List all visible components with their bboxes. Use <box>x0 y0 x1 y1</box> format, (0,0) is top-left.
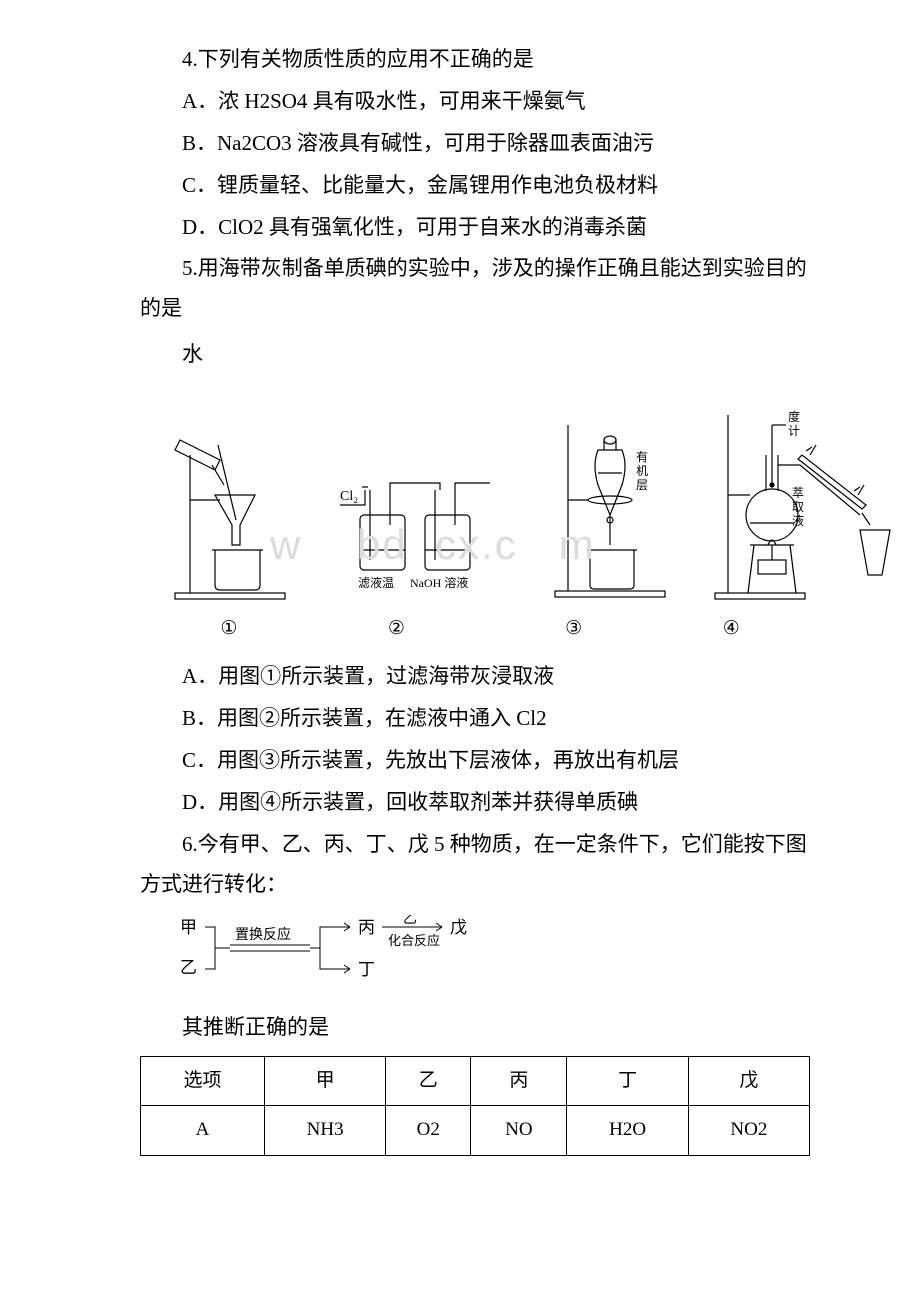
svg-text:取: 取 <box>792 500 804 514</box>
svg-text:丙: 丙 <box>358 918 375 937</box>
tdA-2: O2 <box>386 1106 471 1155</box>
num-1: ① <box>160 611 298 647</box>
tdA-0: A <box>141 1106 265 1155</box>
svg-text:液: 液 <box>792 513 804 528</box>
q5-option-a: A．用图①所示装置，过滤海带灰浸取液 <box>140 657 810 697</box>
q4-stem: 4.下列有关物质性质的应用不正确的是 <box>140 40 810 80</box>
svg-text:有: 有 <box>636 450 648 464</box>
svg-text:萃: 萃 <box>792 486 804 500</box>
th-4: 丁 <box>567 1057 688 1106</box>
tdA-3: NO <box>471 1106 567 1155</box>
q4-option-c: C．锂质量轻、比能量大，金属锂用作电池负极材料 <box>140 166 810 206</box>
q5-diagram-4: 度 计 <box>710 395 920 605</box>
q4-option-a: A．浓 H2SO4 具有吸水性，可用来干燥氨气 <box>140 82 810 122</box>
q5-option-c: C．用图③所示装置，先放出下层液体，再放出有机层 <box>140 741 810 781</box>
d2-label-a: 滤液温 <box>358 575 394 590</box>
q6-table: 选项 甲 乙 丙 丁 戊 A NH3 O2 NO H2O NO2 <box>140 1056 810 1155</box>
tdA-5: NO2 <box>688 1106 809 1155</box>
svg-text:度: 度 <box>788 409 800 424</box>
num-4: ④ <box>652 611 810 647</box>
th-5: 戊 <box>688 1057 809 1106</box>
flow-jia: 甲 <box>180 918 197 937</box>
svg-text:乙: 乙 <box>403 915 417 927</box>
q5-shui: 水 <box>140 335 810 375</box>
svg-text:戊: 戊 <box>450 918 467 937</box>
table-row: A NH3 O2 NO H2O NO2 <box>141 1106 810 1155</box>
q6-conclude: 其推断正确的是 <box>140 1008 810 1048</box>
num-3: ③ <box>495 611 653 647</box>
q4-option-d: D．ClO2 具有强氧化性，可用于自来水的消毒杀菌 <box>140 208 810 248</box>
svg-text:机: 机 <box>636 464 648 478</box>
cl2-label: Cl₂ <box>340 489 358 504</box>
q5-diagram-numbers: ① ② ③ ④ <box>160 611 810 647</box>
th-0: 选项 <box>141 1057 265 1106</box>
table-header-row: 选项 甲 乙 丙 丁 戊 <box>141 1057 810 1106</box>
flow-yi: 乙 <box>180 958 197 977</box>
th-2: 乙 <box>386 1057 471 1106</box>
svg-text:置换反应: 置换反应 <box>235 926 291 943</box>
q6-stem: 6.今有甲、乙、丙、丁、戊 5 种物质，在一定条件下，它们能按下图方式进行转化： <box>140 825 810 905</box>
q5-option-b: B．用图②所示装置，在滤液中通入 Cl2 <box>140 699 810 739</box>
q5-option-d: D．用图④所示装置，回收萃取剂苯并获得单质碘 <box>140 783 810 823</box>
q5-diagram-3: 有 机 层 <box>540 405 680 605</box>
th-3: 丙 <box>471 1057 567 1106</box>
q5-diagram-row: Cl₂ 滤液温 NaOH 溶液 <box>140 395 810 605</box>
q4-option-b: B．Na2CO3 溶液具有碱性，可用于除器皿表面油污 <box>140 124 810 164</box>
th-1: 甲 <box>265 1057 386 1106</box>
num-2: ② <box>298 611 495 647</box>
tdA-1: NH3 <box>265 1106 386 1155</box>
svg-text:丁: 丁 <box>358 960 375 979</box>
q5-diagram-1 <box>160 425 300 605</box>
svg-text:化合反应: 化合反应 <box>388 933 440 948</box>
tdA-4: H2O <box>567 1106 688 1155</box>
svg-text:层: 层 <box>636 478 648 492</box>
d2-label-b: NaOH 溶液 <box>410 575 468 590</box>
q6-flow-diagram: 甲 乙 置换反应 丙 丁 乙 化合反应 戊 <box>180 915 810 999</box>
q5-stem: 5.用海带灰制备单质碘的实验中，涉及的操作正确且能达到实验目的的是 <box>140 249 810 329</box>
svg-text:计: 计 <box>788 424 800 438</box>
q5-diagram-2: Cl₂ 滤液温 NaOH 溶液 <box>330 475 510 605</box>
